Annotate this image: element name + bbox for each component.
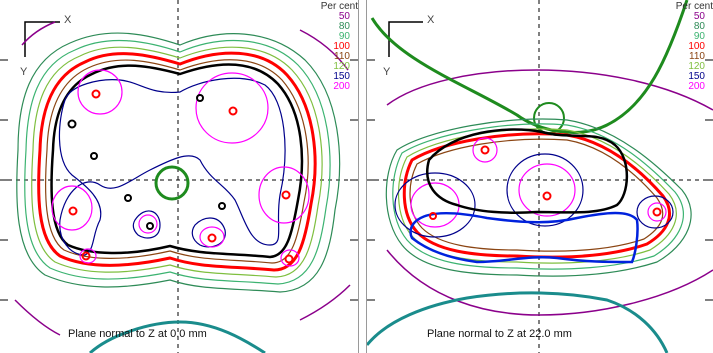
isodose-110-line (409, 138, 664, 252)
isodose-50-line (21, 21, 56, 46)
target-contour (50, 63, 304, 259)
legend-level-90: 90 (338, 31, 350, 42)
isodose-200-line (77, 69, 123, 115)
legend-level-120: 120 (333, 61, 350, 72)
lower-structure-contour (409, 211, 639, 264)
legend-level-150: 150 (688, 71, 705, 82)
legend-level-110: 110 (689, 51, 705, 62)
legend-level-200: 200 (333, 81, 350, 92)
central-structure-contour (154, 165, 190, 201)
legend-level-110: 110 (334, 51, 350, 62)
legend-level-200: 200 (688, 81, 705, 92)
legend-title: Per cent (320, 1, 358, 12)
legend-level-120: 120 (688, 61, 705, 72)
isodose-90-line (24, 39, 331, 285)
isodose-50-line (386, 69, 713, 111)
isodose-80-line (385, 118, 692, 277)
left-isodose-plot (0, 0, 358, 353)
target-contour (426, 128, 629, 214)
legend-level-100: 100 (688, 41, 705, 52)
isodose-100-line (37, 51, 317, 272)
right-isodose-plot (367, 0, 713, 353)
x-axis-label: X (64, 14, 72, 26)
isodose-110-line (44, 59, 309, 264)
legend-level-90: 90 (693, 31, 705, 42)
seed-markers (67, 94, 226, 230)
plane-caption: Plane normal to Z at 22.0 mm (427, 328, 572, 340)
dose-hotspot-markers (68, 89, 294, 264)
isodose-80-line (16, 32, 341, 293)
isodose-legend: Per cent 50 80 90 100 110 120 150 200 (676, 2, 713, 92)
legend-level-150: 150 (333, 71, 350, 82)
legend-level-80: 80 (693, 21, 705, 32)
legend-level-80: 80 (338, 21, 350, 32)
isodose-90-line (392, 123, 684, 270)
x-axis-label: X (427, 14, 435, 26)
dose-hotspot-markers (429, 145, 662, 220)
legend-level-100: 100 (333, 41, 350, 52)
isodose-150-line (394, 172, 476, 238)
legend-level-50: 50 (338, 11, 350, 22)
right-dose-plane-panel: X Y Per cent 50 80 90 100 110 120 150 20… (367, 0, 713, 353)
legend-level-50: 50 (693, 11, 705, 22)
y-axis-label: Y (20, 66, 28, 78)
left-dose-plane-panel: X Y Per cent 50 80 90 100 110 120 150 20… (0, 0, 358, 353)
upper-structure-contour (370, 0, 689, 134)
isodose-150-line (58, 77, 286, 256)
legend-title: Per cent (675, 1, 713, 12)
plane-caption: Plane normal to Z at 0.0 mm (68, 328, 207, 340)
y-axis-label: Y (383, 66, 391, 78)
isodose-legend: Per cent 50 80 90 100 110 120 150 200 (321, 2, 358, 92)
panel-divider (358, 0, 367, 353)
